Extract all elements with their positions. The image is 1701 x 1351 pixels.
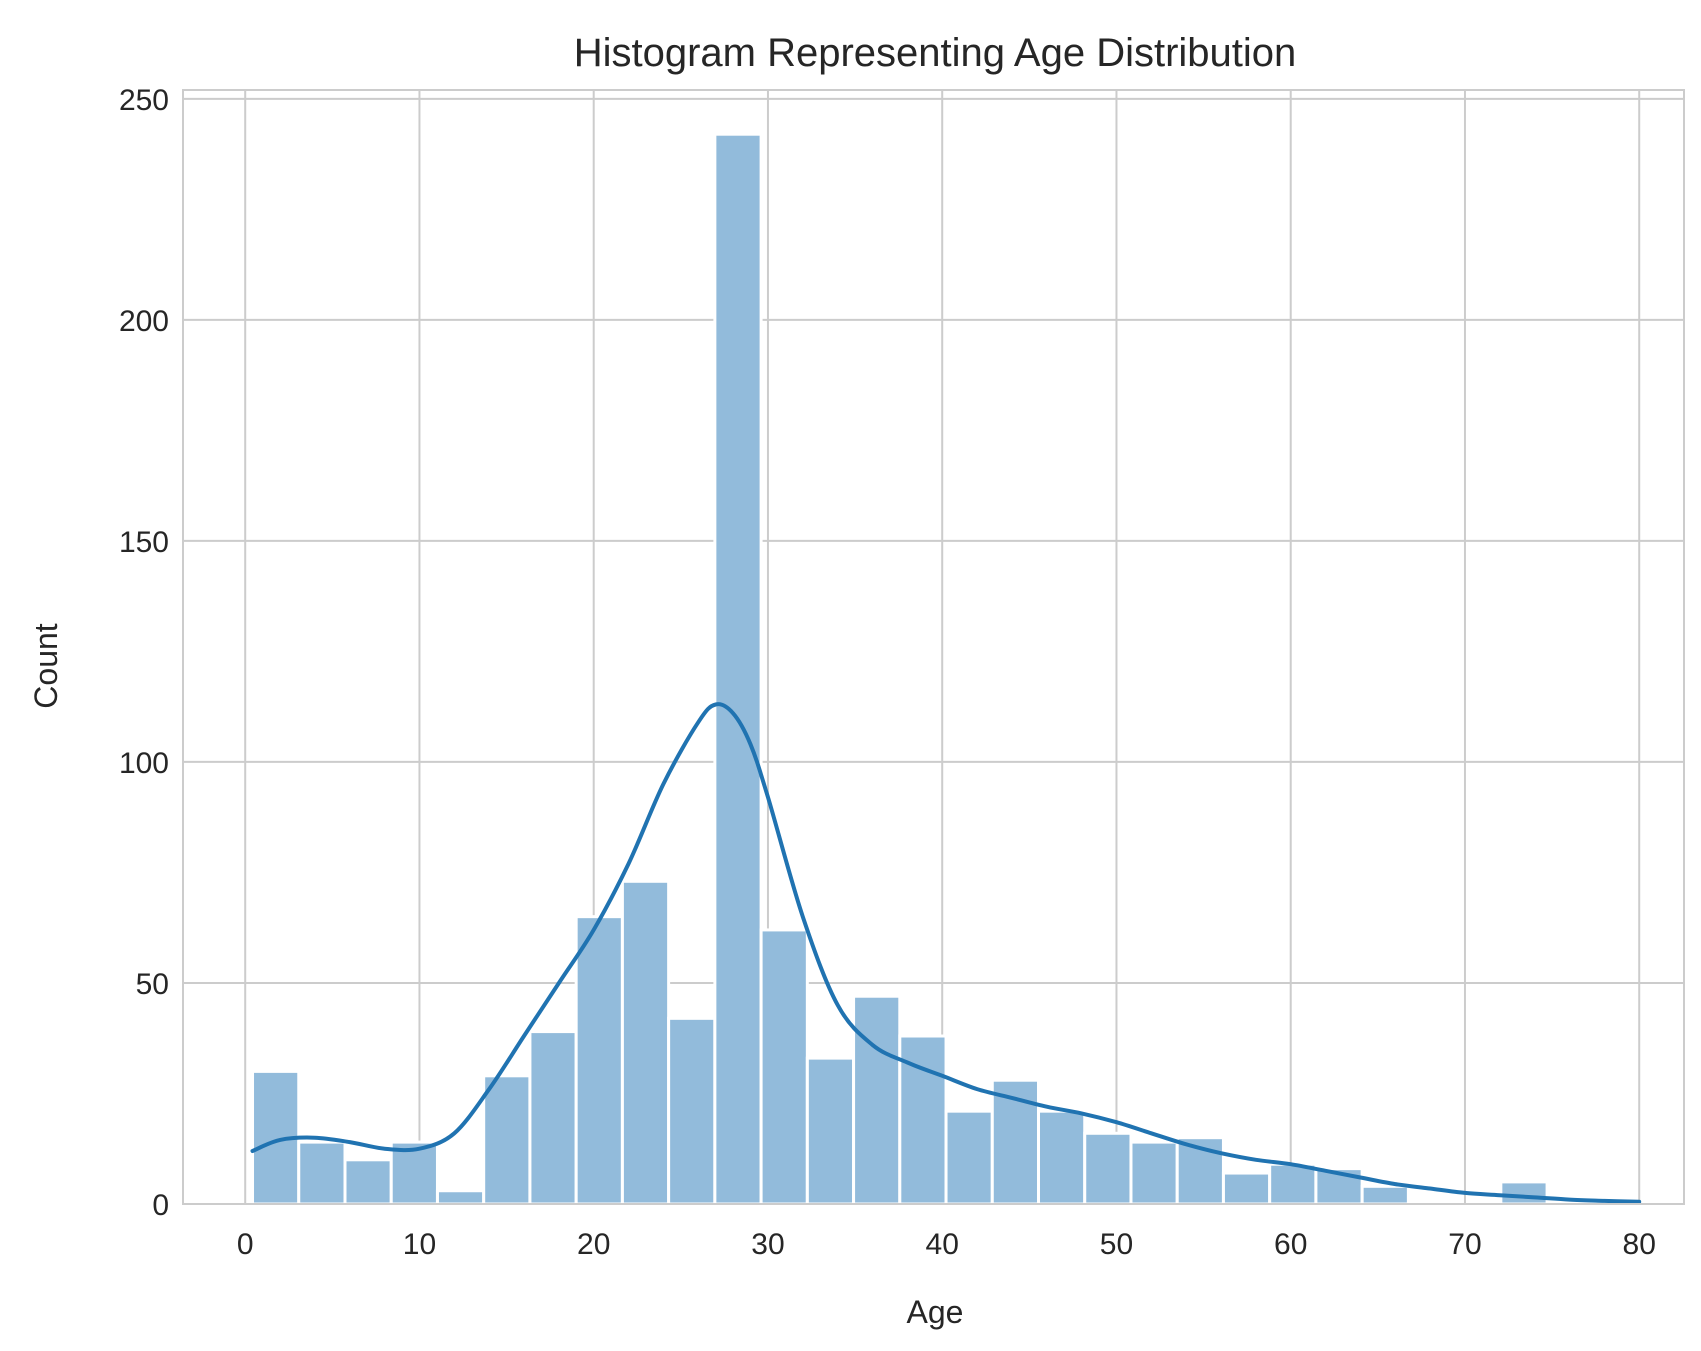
x-tick-label: 40 — [926, 1228, 959, 1261]
histogram-bar — [1221, 1171, 1272, 1206]
y-tick-label: 100 — [119, 747, 169, 780]
y-tick-label: 150 — [119, 526, 169, 559]
histogram-bar — [944, 1109, 994, 1206]
histogram-bar — [1083, 1131, 1133, 1206]
x-tick-label: 10 — [403, 1228, 436, 1261]
y-tick-label: 200 — [119, 305, 169, 338]
x-tick-label: 60 — [1274, 1228, 1307, 1261]
x-tick-label: 70 — [1448, 1228, 1481, 1261]
histogram-bar — [805, 1056, 856, 1206]
chart-title: Histogram Representing Age Distribution — [574, 31, 1297, 75]
plot-frame — [182, 89, 1685, 1205]
y-tick-label: 50 — [136, 968, 169, 1001]
histogram-bar — [482, 1074, 532, 1206]
histogram-bar — [574, 915, 624, 1206]
histogram-bar — [1037, 1109, 1087, 1206]
x-tick-labels: 0 10 20 30 40 50 60 70 80 — [237, 1228, 1656, 1261]
x-tick-label: 30 — [751, 1228, 784, 1261]
histogram-bar — [1129, 1140, 1179, 1206]
histogram-bar — [620, 879, 671, 1206]
histogram-bar — [852, 994, 902, 1206]
kde-curve-layer — [250, 702, 1642, 1204]
histogram-bar — [1268, 1162, 1318, 1206]
histogram-bar — [713, 132, 763, 1206]
x-tick-label: 80 — [1623, 1228, 1656, 1261]
kde-curve — [250, 702, 1642, 1204]
histogram-bar — [389, 1140, 439, 1206]
histogram-bars — [251, 132, 1549, 1206]
x-tick-label: 0 — [237, 1228, 254, 1261]
y-tick-label: 250 — [119, 84, 169, 117]
histogram-bar — [759, 928, 809, 1206]
histogram-bar — [528, 1030, 578, 1206]
x-tick-label: 20 — [577, 1228, 610, 1261]
x-tick-label: 50 — [1100, 1228, 1133, 1261]
y-axis-label: Count — [28, 623, 64, 709]
histogram-bar — [435, 1189, 486, 1206]
y-tick-labels: 0 50 100 150 200 250 — [119, 84, 169, 1222]
histogram-bar — [1499, 1180, 1549, 1206]
x-axis-label: Age — [907, 1294, 964, 1330]
histogram-bar — [1360, 1184, 1410, 1206]
histogram-bar — [297, 1140, 347, 1206]
histogram-bar — [343, 1158, 393, 1206]
histogram-bar — [667, 1016, 717, 1206]
y-tick-label: 0 — [152, 1189, 169, 1222]
